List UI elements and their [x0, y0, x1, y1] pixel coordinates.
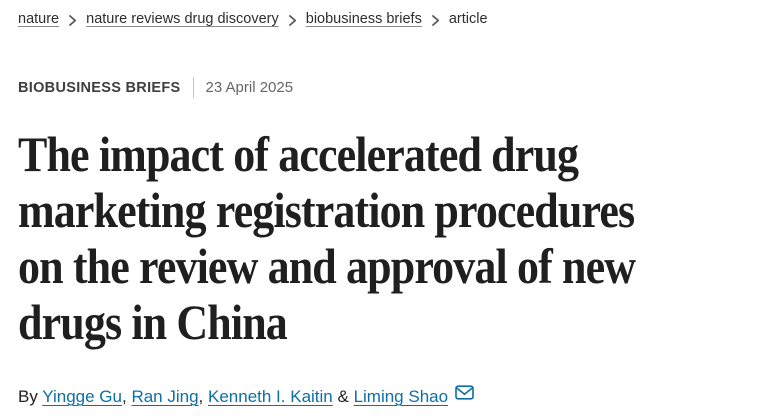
envelope-icon[interactable] — [455, 384, 474, 405]
article-title-line: drugs in China — [18, 294, 288, 350]
article-info-bar: BIOBUSINESS BRIEFS 23 April 2025 — [18, 77, 742, 98]
breadcrumb-link-journal[interactable]: nature reviews drug discovery — [86, 11, 279, 27]
breadcrumb-current: article — [448, 11, 488, 27]
author-separator: & — [332, 387, 354, 406]
breadcrumb-link-nature[interactable]: nature — [18, 11, 60, 27]
breadcrumb-link-section[interactable]: biobusiness briefs — [305, 11, 422, 27]
byline-prefix: By — [18, 387, 43, 406]
breadcrumb: nature nature reviews drug discovery bio… — [18, 11, 742, 28]
article-category-label: BIOBUSINESS BRIEFS — [18, 79, 181, 96]
article-title-line: marketing registration procedures — [18, 182, 635, 238]
author-link-ran-jing[interactable]: Ran Jing — [131, 387, 199, 406]
author-link-liming-shao[interactable]: Liming Shao — [353, 387, 449, 406]
article-title-line: The impact of accelerated drug — [18, 126, 579, 182]
chevron-right-icon — [431, 14, 440, 26]
vertical-divider — [192, 77, 194, 98]
author-link-yingge-gu[interactable]: Yingge Gu — [42, 387, 122, 406]
publish-date: 23 April 2025 — [205, 79, 294, 96]
chevron-right-icon — [68, 14, 77, 26]
article-title: The impact of accelerated drug marketing… — [18, 126, 742, 350]
author-link-kenneth-i-kaitin[interactable]: Kenneth I. Kaitin — [208, 387, 333, 406]
author-separator: , — [121, 387, 132, 406]
article-title-line: on the review and approval of new — [18, 238, 636, 294]
author-separator: , — [198, 387, 208, 406]
chevron-right-icon — [288, 14, 297, 26]
byline: By Yingge Gu, Ran Jing, Kenneth I. Kaiti… — [18, 384, 742, 408]
